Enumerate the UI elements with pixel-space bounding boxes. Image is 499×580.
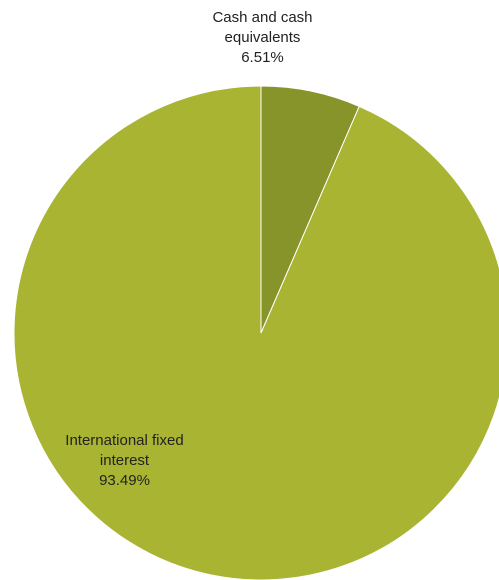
pie-slice-international-fixed-interest: [13, 85, 499, 580]
data-label-name-line: interest: [99, 452, 150, 469]
data-label-name-line: International fixed: [65, 432, 184, 449]
data-label-international-fixed-interest: International fixed interest 93.49%: [42, 431, 207, 491]
data-label-value: 6.51%: [241, 49, 284, 66]
data-label-name-line: equivalents: [224, 29, 301, 46]
data-label-name-line: Cash and cash: [212, 9, 313, 26]
data-label-cash-and-cash-equivalents: Cash and cash equivalents 6.51%: [200, 8, 325, 68]
data-label-value: 93.49%: [99, 472, 150, 489]
